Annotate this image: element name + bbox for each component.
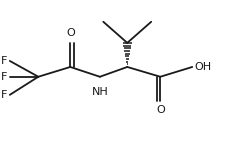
- Text: F: F: [1, 72, 7, 82]
- Text: NH: NH: [91, 87, 108, 97]
- Text: F: F: [1, 56, 7, 66]
- Text: OH: OH: [194, 62, 212, 72]
- Text: O: O: [156, 105, 165, 115]
- Text: O: O: [66, 28, 75, 38]
- Text: F: F: [1, 90, 7, 100]
